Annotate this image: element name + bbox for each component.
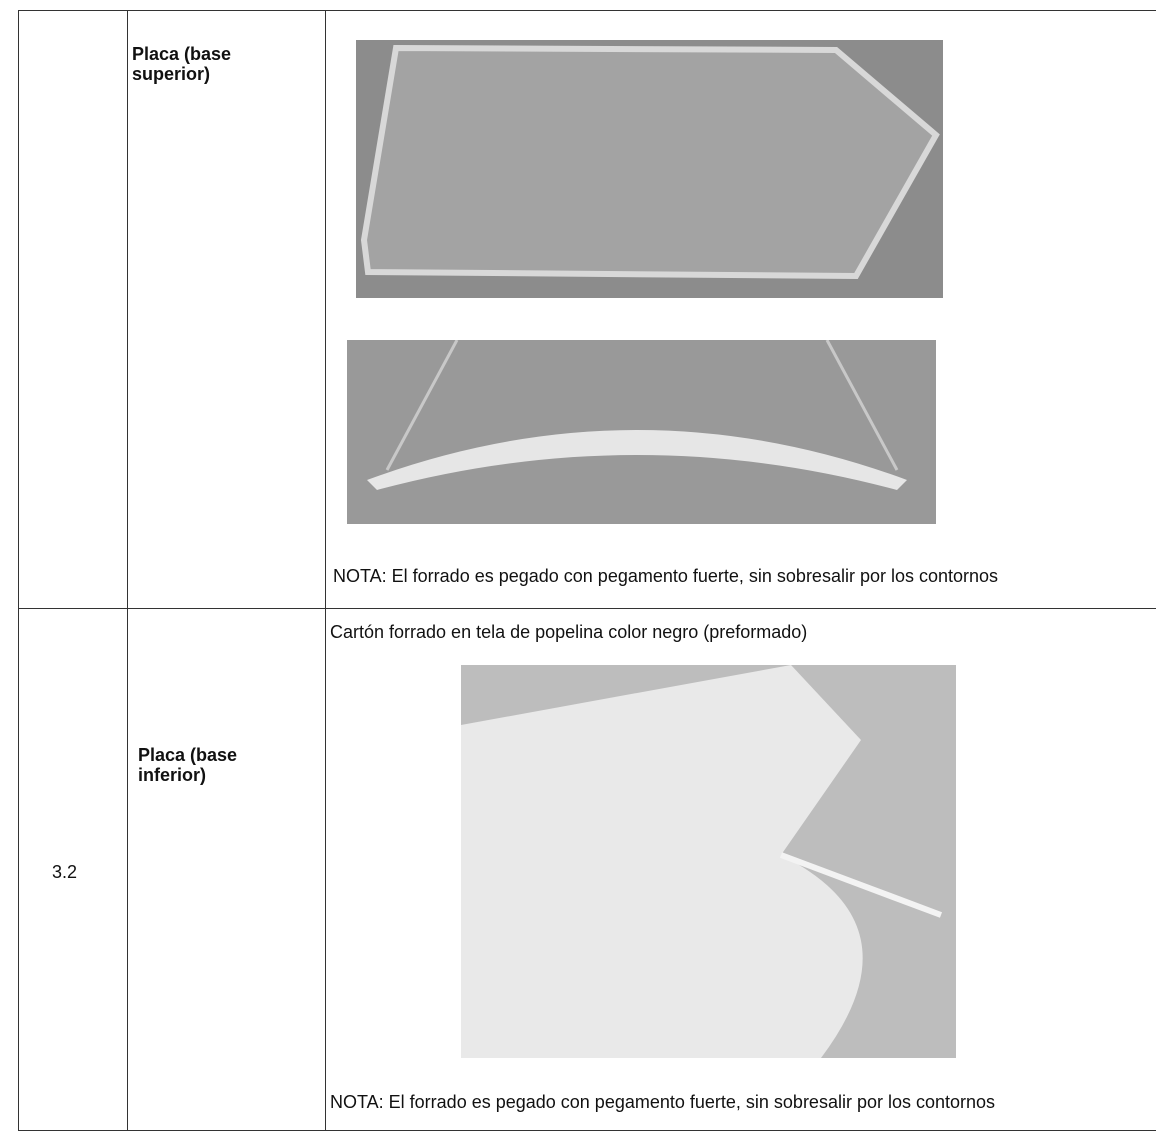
- note: NOTA: El forrado es pegado con pegamento…: [330, 1092, 996, 1112]
- table-border: [18, 10, 1156, 11]
- product-photo: [356, 40, 943, 298]
- product-photo: [347, 340, 936, 524]
- item-number: 3.2: [52, 862, 78, 882]
- table-border: [127, 10, 128, 1131]
- product-photo: [461, 665, 956, 1058]
- note: NOTA: El forrado es pegado con pegamento…: [333, 566, 999, 586]
- caption: Cartón forrado en tela de popelina color…: [330, 622, 808, 642]
- item-label: Placa (base inferior): [138, 745, 238, 785]
- table-border: [18, 1130, 1156, 1131]
- table-border: [325, 10, 326, 1131]
- table-border: [18, 608, 1156, 609]
- item-label: Placa (base superior): [132, 44, 232, 84]
- table-border: [18, 10, 19, 1131]
